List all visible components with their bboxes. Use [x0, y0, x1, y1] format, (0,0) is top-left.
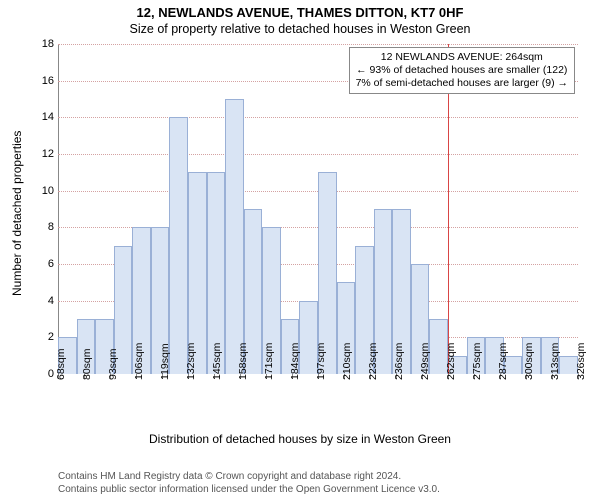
y-tick-label: 2 — [24, 331, 54, 343]
y-tick-label: 4 — [24, 295, 54, 307]
y-tick-label: 16 — [24, 75, 54, 87]
y-tick-label: 14 — [24, 111, 54, 123]
y-tick-label: 8 — [24, 221, 54, 233]
y-axis-title: Number of detached properties — [10, 131, 24, 296]
y-tick-label: 18 — [24, 38, 54, 50]
footer-line1: Contains HM Land Registry data © Crown c… — [58, 471, 440, 484]
footer: Contains HM Land Registry data © Crown c… — [58, 471, 440, 496]
chart-title: 12, NEWLANDS AVENUE, THAMES DITTON, KT7 … — [0, 5, 600, 20]
plot-area: 12 NEWLANDS AVENUE: 264sqm ← 93% of deta… — [58, 44, 578, 374]
grid-line — [58, 117, 578, 118]
grid-line — [58, 44, 578, 45]
histogram-bar — [169, 117, 188, 374]
x-axis-title: Distribution of detached houses by size … — [0, 432, 600, 446]
annotation-box: 12 NEWLANDS AVENUE: 264sqm ← 93% of deta… — [349, 47, 575, 94]
chart-container: { "chart": { "type": "histogram", "title… — [0, 0, 600, 500]
y-axis-line — [58, 44, 59, 374]
footer-line2: Contains public sector information licen… — [58, 484, 440, 497]
y-tick-label: 6 — [24, 258, 54, 270]
y-tick-label: 12 — [24, 148, 54, 160]
histogram-bar — [225, 99, 244, 374]
annotation-line1: 12 NEWLANDS AVENUE: 264sqm — [356, 51, 568, 64]
grid-line — [58, 154, 578, 155]
y-tick-label: 0 — [24, 368, 54, 380]
annotation-line3: 7% of semi-detached houses are larger (9… — [356, 77, 568, 90]
y-tick-label: 10 — [24, 185, 54, 197]
annotation-line2: ← 93% of detached houses are smaller (12… — [356, 64, 568, 77]
chart-subtitle: Size of property relative to detached ho… — [0, 22, 600, 36]
